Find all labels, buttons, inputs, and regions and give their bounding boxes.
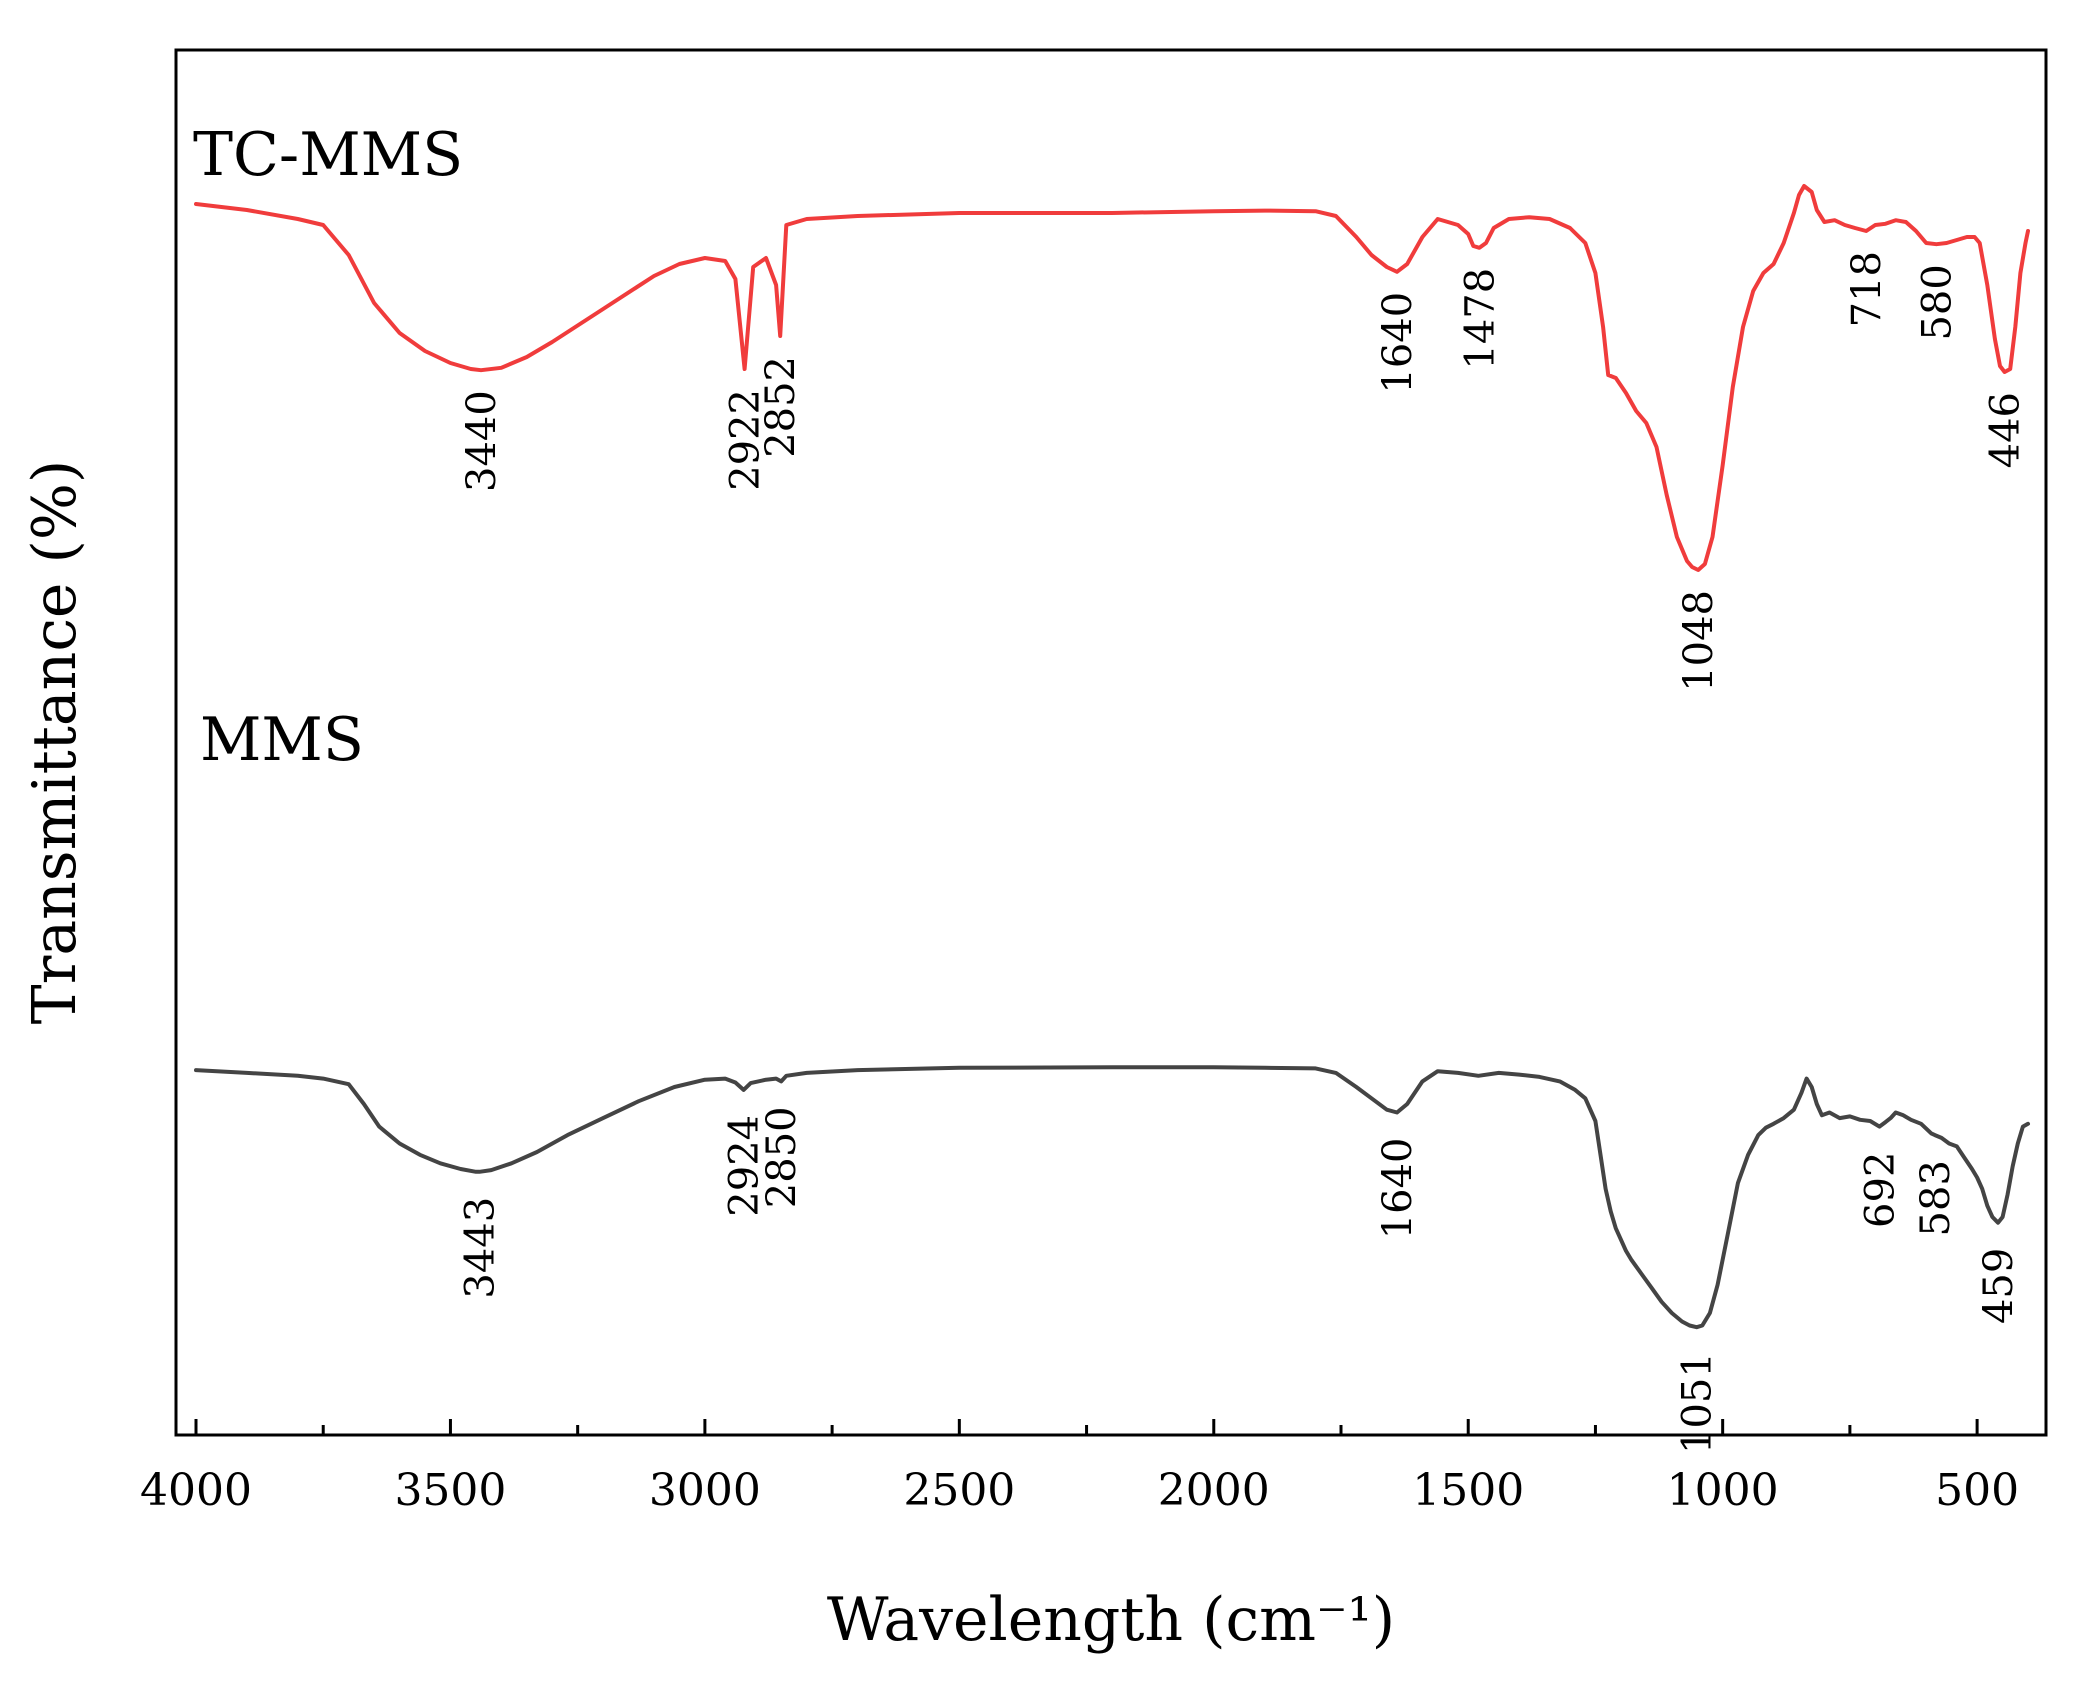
plot-frame — [174, 48, 2048, 1437]
y-axis-title: Transmittance (%) — [20, 460, 90, 1025]
peak-label: 1640 — [1375, 292, 1421, 394]
peak-label: 1051 — [1675, 1352, 1721, 1454]
peak-label: 718 — [1844, 251, 1890, 327]
peak-label: 692 — [1857, 1152, 1903, 1228]
peak-label: 2850 — [759, 1106, 805, 1208]
peak-label: 583 — [1913, 1160, 1959, 1236]
peak-label: 2922 — [723, 389, 769, 491]
series-line-tc-mms — [194, 184, 2030, 572]
series-name-tc-mms: TC-MMS — [193, 120, 463, 190]
peak-label: 3443 — [458, 1197, 504, 1299]
peak-label: 1640 — [1375, 1138, 1421, 1240]
x-tick-label: 500 — [1935, 1465, 2019, 1516]
series-line-mms — [194, 1065, 2030, 1330]
series-names: TC-MMS MMS — [193, 120, 463, 775]
peak-label: 1048 — [1676, 590, 1722, 692]
x-tick-label: 3500 — [394, 1465, 506, 1516]
peak-label: 1478 — [1457, 268, 1503, 370]
x-tick-label: 1500 — [1412, 1465, 1524, 1516]
peak-label: 459 — [1976, 1248, 2022, 1324]
peak-label: 2852 — [758, 356, 804, 458]
x-tick-label: 1000 — [1667, 1465, 1779, 1516]
x-axis-tick-labels: 4000 3500 3000 2500 2000 1500 1000 500 — [140, 1465, 2019, 1516]
peak-label: 2924 — [722, 1115, 768, 1217]
series-name-mms: MMS — [200, 705, 364, 775]
peak-label: 446 — [1983, 392, 2029, 468]
peak-label: 3440 — [459, 390, 505, 492]
x-tick-label: 2000 — [1158, 1465, 1270, 1516]
series-lines — [194, 184, 2030, 1330]
x-axis-title: Wavelength (cm⁻¹) — [827, 1585, 1395, 1655]
x-tick-label: 3000 — [649, 1465, 761, 1516]
x-axis-ticks — [194, 1419, 1979, 1435]
x-tick-label: 4000 — [140, 1465, 252, 1516]
x-tick-label: 2500 — [903, 1465, 1015, 1516]
peak-label: 580 — [1914, 264, 1960, 340]
